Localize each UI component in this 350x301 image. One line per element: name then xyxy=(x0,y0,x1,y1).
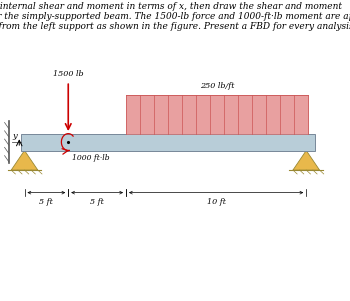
Bar xyxy=(126,95,308,134)
Text: 1000 ft·lb: 1000 ft·lb xyxy=(72,154,109,162)
Text: Express the internal shear and moment in terms of x, then draw the shear and mom: Express the internal shear and moment in… xyxy=(0,2,350,31)
Text: 5 ft: 5 ft xyxy=(40,198,53,206)
Text: 250 lb/ft: 250 lb/ft xyxy=(200,82,234,90)
Text: 5 ft: 5 ft xyxy=(90,198,104,206)
Polygon shape xyxy=(293,150,320,170)
Text: y: y xyxy=(12,132,17,141)
Bar xyxy=(21,134,315,150)
Polygon shape xyxy=(11,150,38,170)
Text: 10 ft: 10 ft xyxy=(206,198,226,206)
Text: 1500 lb: 1500 lb xyxy=(53,70,84,78)
